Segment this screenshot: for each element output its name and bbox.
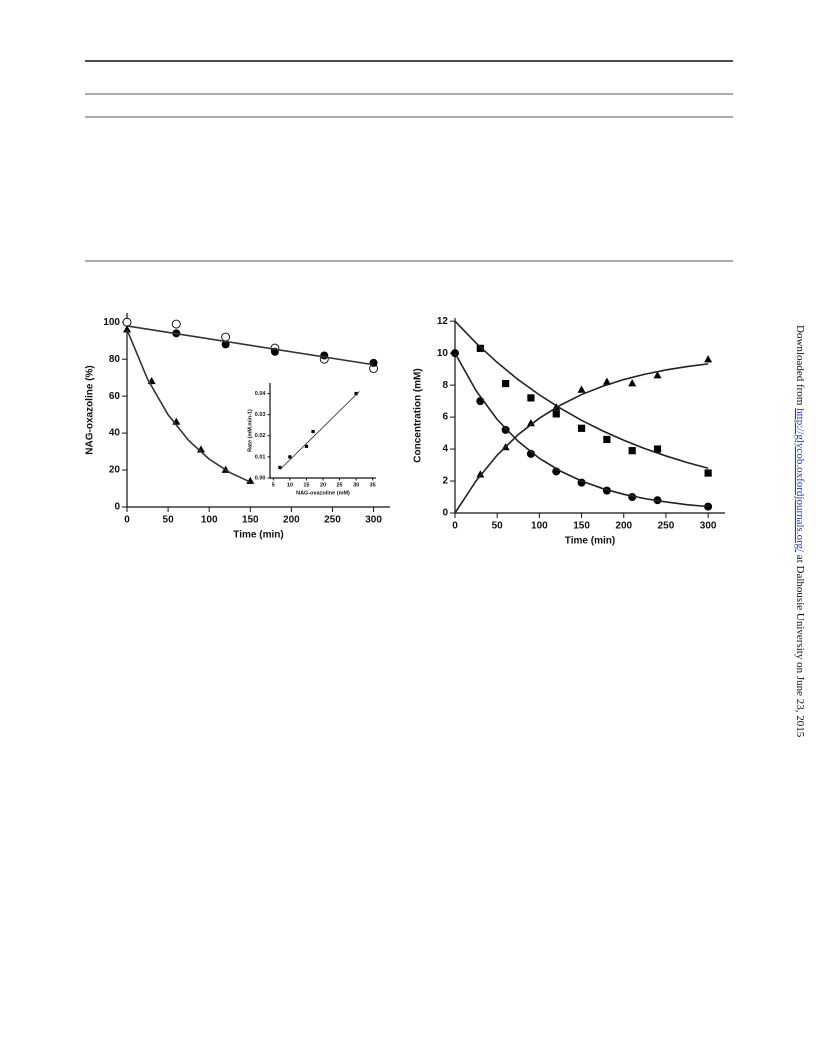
x-tick-label: 15	[303, 482, 309, 488]
point	[526, 419, 535, 427]
y-tick-label: 0.02	[255, 433, 266, 439]
fit-line	[454, 363, 709, 514]
point	[628, 379, 637, 387]
point	[354, 391, 358, 396]
x-tick-label: 150	[242, 515, 259, 526]
point	[603, 435, 611, 444]
point	[577, 424, 586, 432]
point	[502, 379, 510, 388]
side-note-prefix: Downloaded from	[794, 325, 806, 408]
point	[527, 394, 535, 402]
x-tick-label: 20	[320, 482, 326, 488]
y-tick-label: 0	[114, 502, 120, 513]
x-axis-label: Time (min)	[233, 530, 283, 541]
point	[278, 465, 282, 470]
point	[171, 319, 181, 329]
point	[602, 377, 611, 385]
point	[288, 455, 292, 459]
y-tick-label: 8	[442, 380, 448, 391]
point	[221, 332, 231, 342]
x-tick-label: 35	[370, 482, 376, 488]
y-tick-label: 0	[442, 508, 448, 519]
y-tick-label: 40	[109, 428, 121, 439]
x-tick-label: 300	[365, 515, 382, 526]
x-tick-label: 10	[287, 482, 293, 488]
point	[369, 358, 378, 367]
point	[577, 385, 586, 393]
fit-line	[454, 320, 709, 470]
x-tick-label: 200	[615, 521, 632, 532]
point	[320, 351, 329, 360]
point	[476, 470, 485, 478]
y-tick-label: 60	[109, 391, 121, 402]
x-tick-label: 250	[658, 521, 675, 532]
y-tick-label: 12	[437, 316, 449, 327]
y-tick-label: 0.01	[255, 454, 266, 460]
point	[653, 371, 662, 379]
point	[501, 425, 510, 434]
fit-line	[126, 325, 374, 366]
x-axis-label: Time (min)	[565, 536, 615, 547]
fit-line	[126, 329, 251, 483]
point	[552, 410, 560, 418]
point	[628, 447, 636, 455]
point	[122, 317, 132, 327]
x-tick-label: 150	[573, 521, 590, 532]
x-tick-label: 200	[283, 515, 300, 526]
point	[246, 476, 255, 484]
x-tick-label: 5	[272, 482, 275, 488]
fit-line	[454, 352, 709, 508]
point	[653, 445, 662, 453]
side-note-suffix: at Dalhousie University on June 23, 2015	[794, 552, 806, 738]
point	[123, 325, 131, 333]
point	[311, 429, 315, 434]
x-tick-label: 300	[700, 521, 717, 532]
x-tick-label: 50	[163, 515, 175, 526]
y-tick-label: 0.00	[255, 475, 266, 481]
y-tick-label: 6	[442, 412, 448, 423]
y-tick-label: 80	[109, 354, 121, 365]
x-tick-label: 100	[201, 515, 218, 526]
y-axis-label: Concentration (mM)	[413, 368, 424, 462]
y-tick-label: 4	[442, 444, 448, 455]
side-note: Downloaded from http://glycob.oxfordjour…	[794, 325, 806, 738]
y-tick-label: 10	[437, 348, 449, 359]
x-tick-label: 100	[531, 521, 548, 532]
point	[526, 449, 535, 458]
x-tick-label: 0	[452, 521, 458, 532]
y-tick-label: 0.04	[255, 391, 267, 397]
point	[704, 355, 713, 363]
x-tick-label: 250	[324, 515, 341, 526]
y-axis-label: Rate (mM.min-1)	[247, 409, 253, 452]
x-tick-label: 0	[124, 515, 130, 526]
point	[476, 344, 484, 352]
x-axis-label: NAG-oxazoline (mM)	[296, 491, 350, 497]
x-tick-label: 50	[492, 521, 504, 532]
y-tick-label: 2	[442, 476, 448, 487]
y-tick-label: 100	[103, 317, 120, 328]
point	[704, 469, 712, 477]
fit-line	[279, 391, 360, 470]
x-tick-label: 25	[337, 482, 343, 488]
x-tick-label: 30	[353, 482, 359, 488]
y-axis-label: NAG-oxazoline (%)	[85, 365, 96, 454]
y-tick-label: 0.03	[255, 412, 266, 418]
y-tick-label: 20	[109, 465, 121, 476]
side-note-link[interactable]: http://glycob.oxfordjournals.org/	[794, 408, 806, 553]
point	[304, 444, 309, 448]
